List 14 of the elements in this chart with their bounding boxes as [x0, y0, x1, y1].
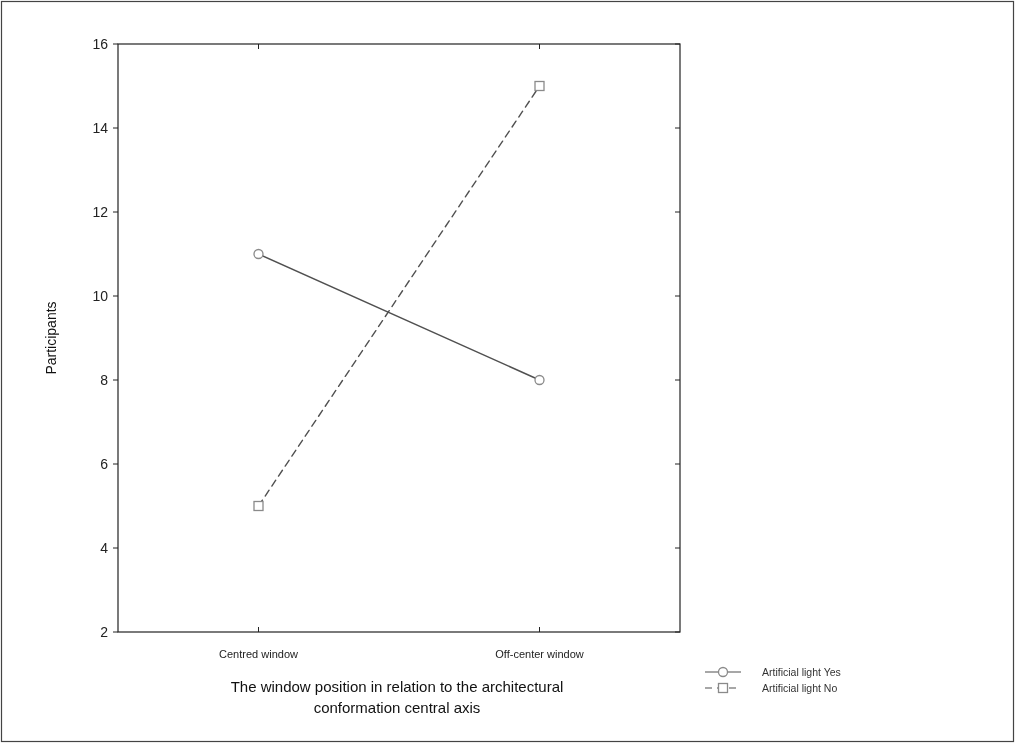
y-tick-label: 12	[92, 204, 109, 220]
y-tick-label: 2	[100, 624, 109, 640]
y-tick-label: 14	[92, 120, 109, 136]
y-tick-label: 8	[100, 372, 109, 388]
legend-label: Artificial light No	[762, 682, 838, 694]
y-tick-label: 6	[100, 456, 109, 472]
y-axis-title: Participants	[43, 301, 59, 375]
y-tick-label: 16	[92, 36, 109, 52]
y-tick-label: 4	[100, 540, 109, 556]
x-axis-title: The window position in relation to the architectural conformation central axis	[230, 678, 564, 716]
x-tick-label: Off-center window	[495, 648, 584, 660]
legend-label: Artificial light Yes	[762, 666, 841, 678]
x-tick-label: Centred window	[219, 648, 298, 660]
y-tick-label: 10	[92, 288, 109, 304]
